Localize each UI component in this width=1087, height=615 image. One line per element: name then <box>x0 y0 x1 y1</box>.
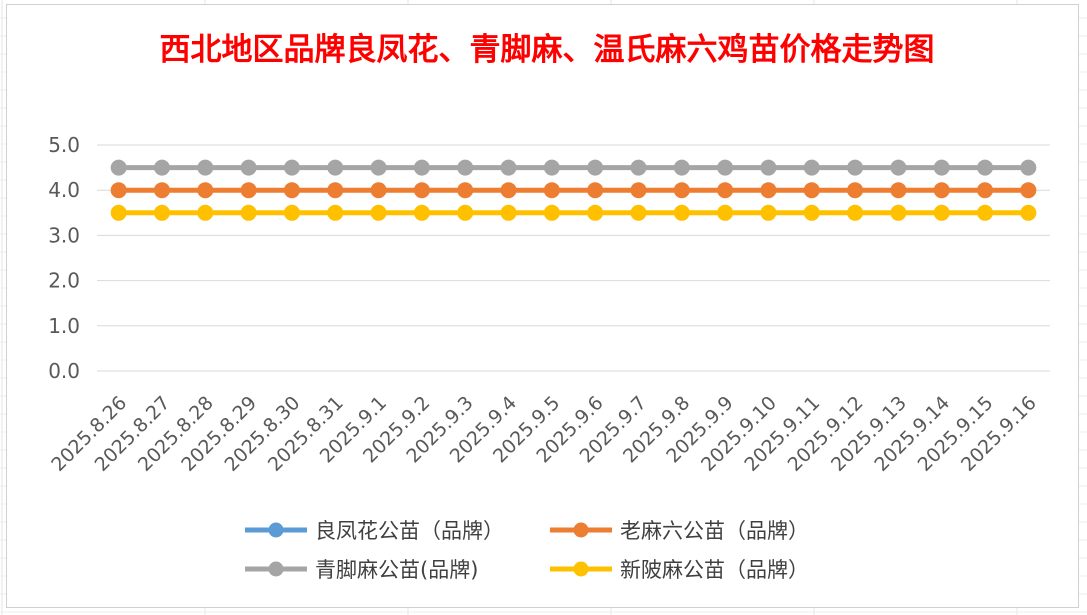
data-point-series-2 <box>933 182 950 199</box>
data-point-series-2 <box>717 182 734 199</box>
y-tick-label: 0.0 <box>48 359 80 383</box>
legend-label: 青脚麻公苗(品牌) <box>315 558 478 582</box>
data-point-series-3 <box>327 159 344 176</box>
y-tick-label: 4.0 <box>48 178 80 202</box>
data-point-series-4 <box>543 204 560 221</box>
data-point-series-3 <box>673 159 690 176</box>
data-point-series-2 <box>803 182 820 199</box>
data-point-series-2 <box>240 182 257 199</box>
data-point-series-3 <box>110 159 127 176</box>
legend-item-1[interactable]: 良凤花公苗（品牌） <box>245 519 504 543</box>
legend-item-3[interactable]: 青脚麻公苗(品牌) <box>245 558 478 582</box>
data-point-series-2 <box>630 182 647 199</box>
data-point-series-3 <box>153 159 170 176</box>
data-point-series-3 <box>933 159 950 176</box>
data-point-series-2 <box>153 182 170 199</box>
data-point-series-3 <box>283 159 300 176</box>
data-point-series-2 <box>543 182 560 199</box>
legend-marker <box>268 561 284 577</box>
data-point-series-4 <box>933 204 950 221</box>
data-point-series-2 <box>413 182 430 199</box>
data-point-series-3 <box>370 159 387 176</box>
y-tick-label: 2.0 <box>48 269 80 293</box>
data-point-series-4 <box>803 204 820 221</box>
data-point-series-2 <box>890 182 907 199</box>
data-point-series-4 <box>413 204 430 221</box>
data-point-series-2 <box>587 182 604 199</box>
data-point-series-3 <box>760 159 777 176</box>
data-point-series-4 <box>197 204 214 221</box>
data-point-series-3 <box>457 159 474 176</box>
data-point-series-4 <box>153 204 170 221</box>
data-point-series-4 <box>370 204 387 221</box>
data-point-series-4 <box>890 204 907 221</box>
data-point-series-4 <box>1020 204 1037 221</box>
data-point-series-3 <box>977 159 994 176</box>
data-point-series-4 <box>283 204 300 221</box>
legend-label: 新陂麻公苗（品牌） <box>620 558 809 582</box>
legend-marker <box>268 522 284 538</box>
data-point-series-3 <box>500 159 517 176</box>
data-point-series-4 <box>673 204 690 221</box>
data-point-series-2 <box>283 182 300 199</box>
data-point-series-4 <box>500 204 517 221</box>
data-point-series-4 <box>110 204 127 221</box>
y-tick-label: 1.0 <box>48 314 80 338</box>
data-point-series-2 <box>760 182 777 199</box>
data-point-series-4 <box>630 204 647 221</box>
data-point-series-2 <box>673 182 690 199</box>
data-point-series-4 <box>717 204 734 221</box>
data-point-series-4 <box>327 204 344 221</box>
legend-label: 老麻六公苗（品牌） <box>620 519 809 543</box>
data-point-series-3 <box>413 159 430 176</box>
data-point-series-2 <box>1020 182 1037 199</box>
data-point-series-4 <box>457 204 474 221</box>
data-point-series-4 <box>240 204 257 221</box>
data-point-series-2 <box>197 182 214 199</box>
data-point-series-2 <box>327 182 344 199</box>
data-point-series-3 <box>240 159 257 176</box>
data-point-series-2 <box>457 182 474 199</box>
data-point-series-3 <box>543 159 560 176</box>
data-point-series-4 <box>847 204 864 221</box>
data-point-series-2 <box>110 182 127 199</box>
data-point-series-3 <box>890 159 907 176</box>
data-point-series-3 <box>1020 159 1037 176</box>
data-point-series-3 <box>803 159 820 176</box>
data-point-series-3 <box>197 159 214 176</box>
legend-marker <box>573 522 589 538</box>
data-point-series-2 <box>500 182 517 199</box>
data-point-series-3 <box>630 159 647 176</box>
data-point-series-4 <box>977 204 994 221</box>
legend-marker <box>573 561 589 577</box>
data-point-series-4 <box>587 204 604 221</box>
legend-item-2[interactable]: 老麻六公苗（品牌） <box>550 519 809 543</box>
legend-label: 良凤花公苗（品牌） <box>315 519 504 543</box>
data-point-series-3 <box>587 159 604 176</box>
legend-item-4[interactable]: 新陂麻公苗（品牌） <box>550 558 809 582</box>
data-point-series-2 <box>847 182 864 199</box>
data-point-series-2 <box>977 182 994 199</box>
data-point-series-3 <box>847 159 864 176</box>
y-tick-label: 5.0 <box>48 133 80 157</box>
data-point-series-2 <box>370 182 387 199</box>
y-tick-label: 3.0 <box>48 223 80 247</box>
data-point-series-3 <box>717 159 734 176</box>
chart-title: 西北地区品牌良凤花、青脚麻、温氏麻六鸡苗价格走势图 <box>159 32 935 68</box>
data-point-series-4 <box>760 204 777 221</box>
chart-area[interactable]: 西北地区品牌良凤花、青脚麻、温氏麻六鸡苗价格走势图 <box>6 4 1079 608</box>
